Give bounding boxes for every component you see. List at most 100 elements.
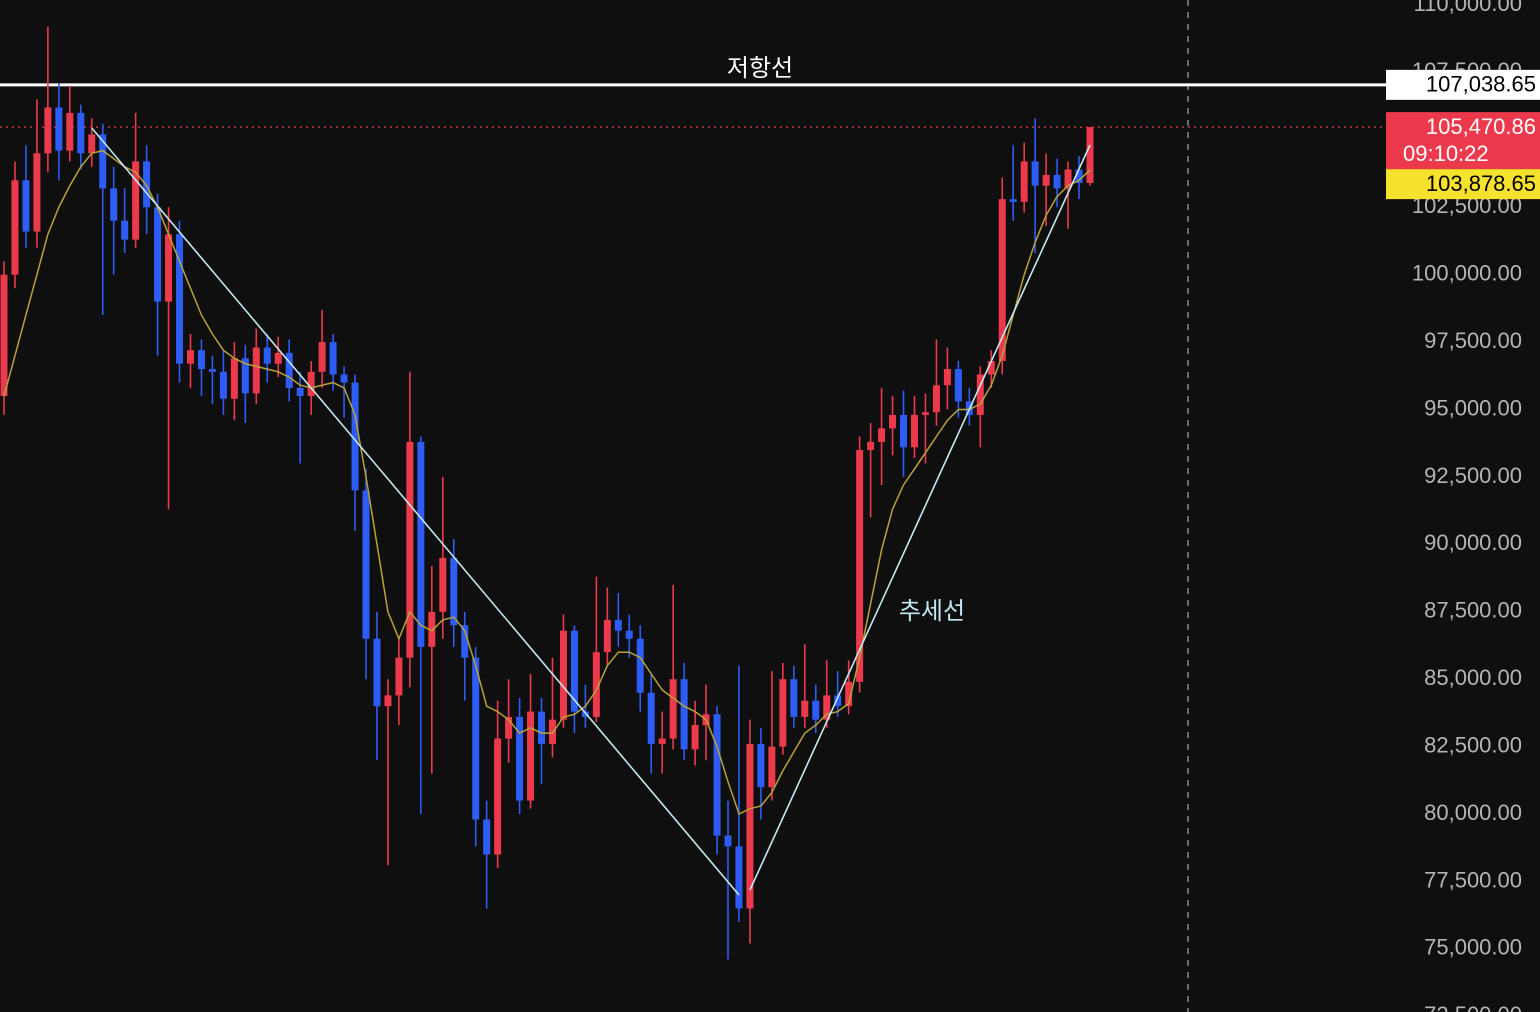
candle-body — [900, 414, 908, 448]
y-tick-label: 90,000.00 — [1424, 530, 1522, 555]
trendline-label: 추세선 — [899, 598, 965, 625]
candle-body — [812, 700, 820, 720]
candle-body — [691, 725, 699, 750]
candle-body — [165, 234, 173, 302]
y-tick-label: 82,500.00 — [1424, 732, 1522, 757]
candle-body — [11, 180, 19, 275]
candle-body — [1075, 169, 1083, 183]
y-tick-label: 92,500.00 — [1424, 463, 1522, 488]
candle-body — [406, 441, 414, 658]
candle-body — [505, 716, 513, 739]
candle-body — [99, 134, 107, 189]
candle-body — [428, 611, 436, 647]
candle-body — [527, 711, 535, 801]
candle-body — [362, 490, 370, 639]
ma-tag — [1386, 169, 1540, 200]
countdown-label: 09:10:22 — [1403, 141, 1489, 166]
candle-body — [856, 449, 864, 682]
candle-body — [307, 371, 315, 397]
candle-body — [340, 374, 348, 383]
candle-body — [823, 695, 831, 720]
candle-body — [154, 207, 162, 302]
candle-body — [636, 638, 644, 693]
candle-body — [417, 441, 425, 647]
candle-body — [680, 679, 688, 750]
candle-body — [1009, 199, 1017, 202]
candle-body — [373, 638, 381, 707]
candle-body — [66, 112, 74, 151]
candle-body — [77, 112, 85, 154]
candle-body — [395, 657, 403, 696]
candle-body — [713, 714, 721, 836]
candle-body — [516, 716, 524, 801]
candle-body — [746, 743, 754, 909]
candle-body — [581, 711, 589, 717]
candle-body — [0, 274, 8, 397]
y-tick-label: 97,500.00 — [1424, 328, 1522, 353]
y-tick-label: 95,000.00 — [1424, 395, 1522, 420]
candle-body — [834, 695, 842, 707]
candle-body — [614, 619, 622, 631]
trendline — [91, 127, 740, 896]
candle-body — [132, 161, 140, 240]
candle-body — [494, 738, 502, 855]
candle-body — [1020, 161, 1028, 202]
candle-body — [296, 387, 304, 397]
y-tick-label: 85,000.00 — [1424, 665, 1522, 690]
candle-body — [570, 630, 578, 712]
candle-body — [801, 700, 809, 717]
candle-body — [910, 414, 918, 448]
candle-body — [998, 199, 1006, 361]
candle-body — [351, 382, 359, 491]
candle-body — [921, 412, 929, 415]
candle-body — [241, 358, 249, 394]
candle-body — [88, 134, 96, 154]
candle-body — [1064, 169, 1072, 189]
candle-body — [538, 711, 546, 744]
candle-body — [121, 220, 129, 240]
candle-body — [384, 695, 392, 707]
candle-body — [439, 557, 447, 612]
candle-body — [889, 414, 897, 429]
ma-tag-label: 103,878.65 — [1426, 171, 1536, 196]
resistance-label: 저항선 — [727, 55, 793, 82]
candle-body — [143, 161, 151, 208]
candle-body — [1042, 174, 1050, 186]
y-tick-label: 100,000.00 — [1412, 260, 1522, 285]
candle-body — [779, 679, 787, 747]
candle-body — [230, 358, 238, 399]
y-tick-label: 87,500.00 — [1424, 598, 1522, 623]
candle-body — [845, 681, 853, 707]
candle-body — [329, 342, 337, 375]
candle-body — [625, 630, 633, 639]
current-price-tag — [1386, 112, 1540, 170]
candle-body — [461, 625, 469, 658]
candle-body — [1031, 161, 1039, 186]
candle-body — [110, 188, 118, 221]
candle-body — [559, 630, 567, 720]
candle-body — [22, 180, 30, 232]
candle-body — [318, 342, 326, 372]
candle-body — [263, 347, 271, 364]
candle-body — [592, 652, 600, 717]
candle-body — [867, 441, 875, 450]
moving-average — [3, 149, 1091, 816]
candle-body — [724, 835, 732, 847]
candle-body — [219, 371, 227, 399]
candle-body — [790, 679, 798, 717]
resistance-tag — [1386, 69, 1540, 100]
candle-body — [483, 819, 491, 855]
candle-body — [450, 557, 458, 626]
candle-body — [669, 679, 677, 739]
candle-body — [757, 743, 765, 788]
candle-body — [197, 350, 205, 370]
candle-body — [987, 360, 995, 375]
candle-body — [252, 347, 260, 394]
candle-body — [658, 738, 666, 744]
candle-body — [55, 107, 63, 151]
candle-body — [1086, 127, 1094, 183]
candle-body — [647, 692, 655, 744]
